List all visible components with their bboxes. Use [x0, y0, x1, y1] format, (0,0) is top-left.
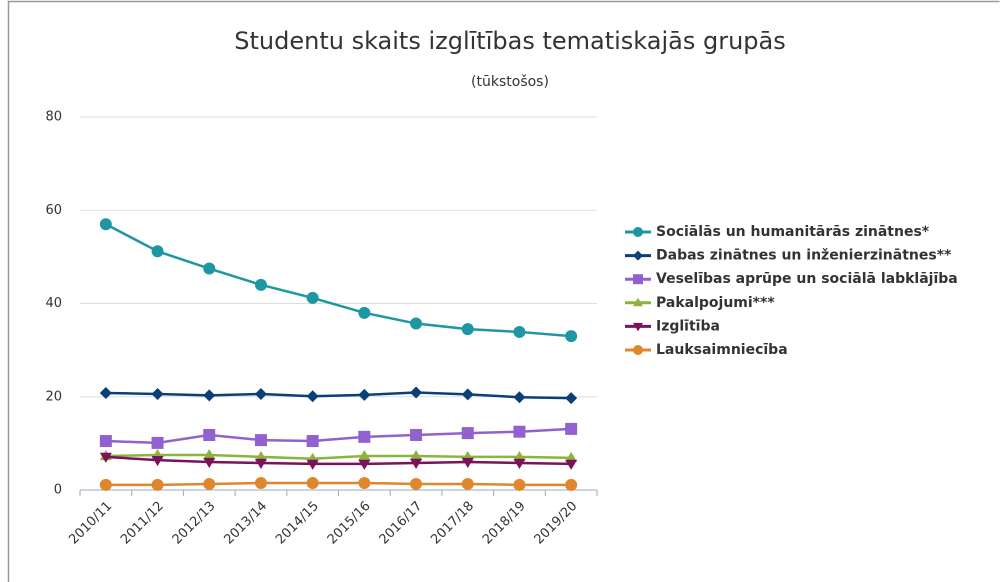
marker — [151, 387, 164, 400]
marker — [565, 478, 578, 491]
series-line — [105, 427, 572, 445]
marker — [565, 451, 578, 463]
marker — [461, 457, 474, 469]
marker — [410, 386, 423, 399]
marker — [203, 457, 216, 469]
x-tick-label: 2010/11 — [66, 499, 115, 548]
x-tick-label: 2018/19 — [480, 499, 529, 548]
x-tick-label: 2014/15 — [273, 499, 322, 548]
marker — [99, 387, 112, 400]
marker — [203, 428, 216, 441]
x-tick-label: 2019/20 — [532, 499, 581, 548]
marker — [306, 435, 319, 448]
marker — [99, 478, 112, 491]
series-line — [105, 391, 572, 400]
legend-label: Izglītība — [656, 318, 720, 334]
marker — [410, 449, 423, 461]
marker — [410, 477, 423, 490]
series-line — [105, 481, 572, 487]
x-tick-label: 2015/16 — [325, 499, 374, 548]
marker — [513, 391, 526, 404]
marker — [151, 436, 164, 449]
frame — [7, 0, 1000, 582]
marker — [513, 325, 526, 338]
legend-label: Veselības aprūpe un sociālā labklājība — [656, 271, 958, 287]
marker — [513, 450, 526, 462]
marker — [306, 291, 319, 304]
marker — [254, 477, 267, 490]
marker — [513, 478, 526, 491]
marker — [151, 245, 164, 258]
marker — [99, 218, 112, 231]
legend-label: Dabas zinātnes un inženierzinātnes** — [656, 248, 952, 264]
marker — [358, 388, 371, 401]
marker — [151, 478, 164, 491]
marker — [203, 477, 216, 490]
marker — [410, 317, 423, 330]
marker — [565, 392, 578, 405]
marker — [358, 430, 371, 443]
y-tick-label: 0 — [54, 483, 62, 498]
x-tick-label: 2017/18 — [428, 499, 477, 548]
marker — [461, 477, 474, 490]
marker — [633, 297, 643, 307]
marker — [461, 323, 474, 336]
chart-subtitle: (tūkstošos) — [471, 74, 549, 90]
marker — [358, 477, 371, 490]
marker — [565, 459, 578, 470]
marker — [203, 449, 216, 460]
marker — [633, 250, 643, 261]
marker — [306, 477, 319, 490]
marker — [254, 278, 267, 291]
marker — [254, 387, 267, 400]
y-tick-label: 80 — [45, 110, 62, 125]
x-tick-label: 2013/14 — [221, 499, 270, 548]
x-tick-label: 2011/12 — [118, 499, 167, 548]
marker — [254, 450, 267, 462]
marker — [254, 434, 267, 447]
marker — [513, 425, 526, 438]
marker — [565, 330, 578, 343]
marker — [151, 455, 164, 467]
legend-label: Sociālās un humanitārās zinātnes* — [656, 224, 930, 240]
marker — [565, 422, 578, 435]
marker — [203, 389, 216, 402]
marker — [461, 427, 474, 440]
marker — [633, 227, 643, 237]
y-tick-label: 60 — [45, 203, 62, 218]
marker — [99, 435, 112, 448]
marker — [306, 390, 319, 403]
marker — [358, 449, 371, 461]
marker — [461, 388, 474, 401]
marker — [513, 458, 526, 469]
x-tick-label: 2012/13 — [170, 499, 219, 548]
series-line — [105, 223, 572, 338]
marker — [633, 345, 643, 355]
marker — [633, 274, 643, 285]
marker — [633, 322, 643, 332]
y-tick-label: 20 — [45, 389, 62, 404]
marker — [99, 452, 112, 463]
legend-label: Pakalpojumi*** — [656, 295, 775, 311]
marker — [254, 458, 267, 469]
marker — [358, 459, 371, 470]
marker — [306, 459, 319, 470]
series-line — [105, 453, 572, 461]
marker — [410, 428, 423, 441]
y-tick-label: 40 — [45, 296, 62, 311]
series-line — [105, 455, 572, 466]
marker — [358, 306, 371, 319]
marker — [410, 458, 423, 469]
x-tick-label: 2016/17 — [377, 499, 426, 548]
chart-title: Studentu skaits izglītības tematiskajās … — [234, 27, 786, 55]
marker — [203, 262, 216, 275]
legend-label: Lauksaimniecība — [656, 342, 788, 358]
